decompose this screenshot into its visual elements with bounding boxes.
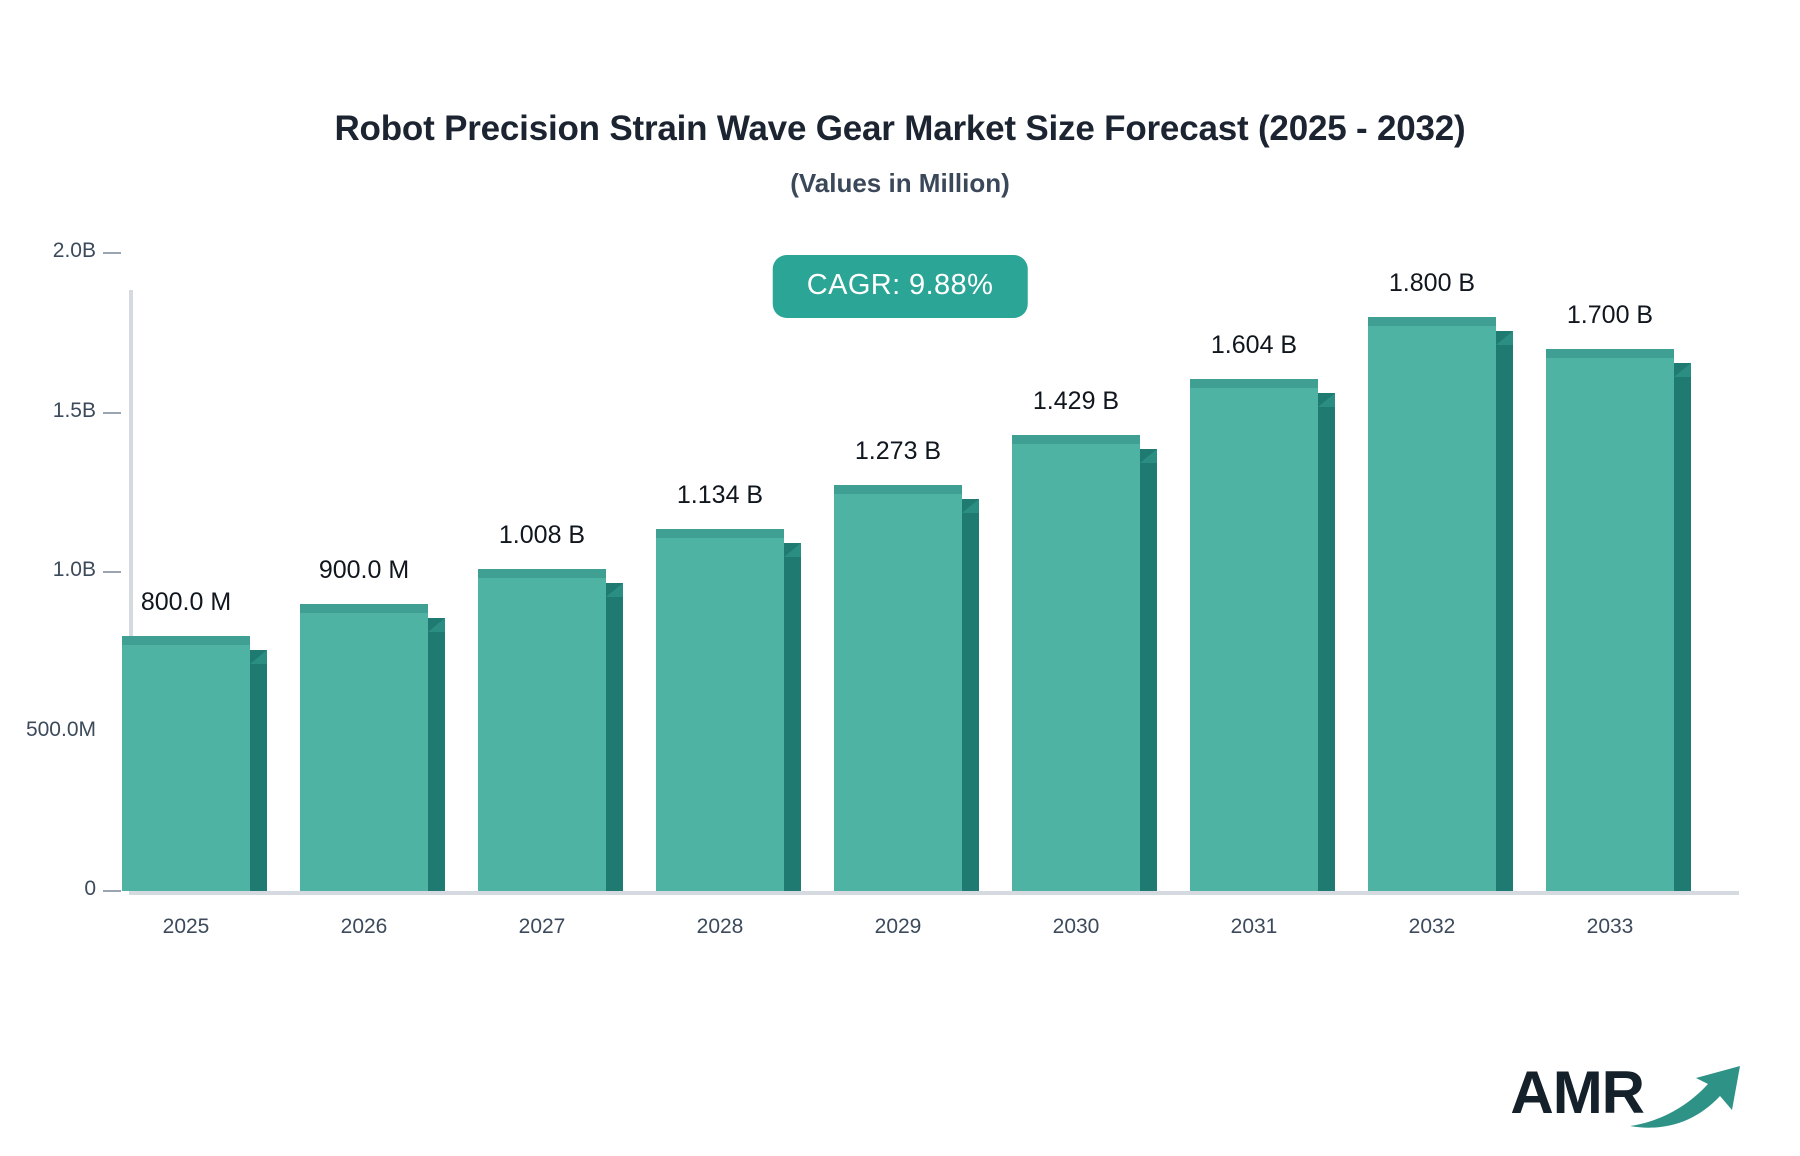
bar-side-shadow <box>1140 449 1157 891</box>
bar-top-face <box>656 529 784 539</box>
bar-value-label: 900.0 M <box>318 555 410 584</box>
bar-side-shadow <box>428 617 445 891</box>
growth-arrow-icon <box>1630 1066 1740 1128</box>
bar-top-face <box>1546 348 1674 358</box>
bar-side-shadow <box>1318 393 1335 891</box>
bar-top-face <box>834 484 962 494</box>
bar-face <box>656 529 784 891</box>
bar-face <box>1368 316 1496 891</box>
bar-side-shadow <box>606 583 623 891</box>
bar-top-face <box>300 603 428 613</box>
y-axis-tick <box>103 252 121 254</box>
bar-value-label: 1.008 B <box>498 521 586 550</box>
bar-value-label: 800.0 M <box>140 587 232 616</box>
bar-face <box>122 635 250 891</box>
bar-face <box>300 603 428 891</box>
y-axis-line <box>129 290 133 891</box>
y-axis-label: 1.5B <box>52 398 96 422</box>
bar-2029[interactable] <box>834 484 979 891</box>
bar-side-shadow <box>784 543 801 891</box>
x-axis-label-2030: 2030 <box>1052 915 1100 938</box>
bar-2031[interactable] <box>1190 379 1335 891</box>
bar-face <box>1190 379 1318 891</box>
bar-2027[interactable] <box>478 569 623 891</box>
y-axis-label: 1.0B <box>52 558 96 581</box>
amr-logo-text: AMR <box>1510 1059 1645 1126</box>
bar-2025[interactable] <box>122 635 267 891</box>
x-axis-label-2029: 2029 <box>874 915 922 938</box>
bar-2026[interactable] <box>300 603 445 891</box>
chart-subtitle: (Values in Million) <box>790 167 1010 198</box>
bar-top-face <box>478 569 606 579</box>
y-axis-label: 0 <box>84 877 96 900</box>
bar-top-face <box>1190 379 1318 389</box>
y-axis-tick <box>103 411 121 414</box>
y-axis-label: 500.0M <box>25 717 96 741</box>
bar-value-label: 1.134 B <box>676 481 764 510</box>
bar-value-label: 1.800 B <box>1388 268 1476 297</box>
y-axis-label: 2.0B <box>52 239 96 262</box>
bar-top-face <box>1012 435 1140 445</box>
bar-value-label: 1.700 B <box>1566 300 1654 329</box>
bar-2028[interactable] <box>656 529 801 891</box>
cagr-badge: CAGR: 9.88% <box>772 255 1028 318</box>
bar-face <box>834 484 962 891</box>
x-axis-label-2028: 2028 <box>696 915 744 938</box>
title-block: Robot Precision Strain Wave Gear Market … <box>0 109 1800 199</box>
x-axis-label-2025: 2025 <box>162 915 210 938</box>
bar-2030[interactable] <box>1012 435 1157 891</box>
bar-side-shadow <box>250 649 267 891</box>
x-axis-label-2032: 2032 <box>1408 915 1456 938</box>
bar-face <box>1012 435 1140 891</box>
y-axis-tick <box>103 890 121 892</box>
bar-value-label: 1.273 B <box>854 436 942 465</box>
bar-side-shadow <box>1496 330 1513 891</box>
bar-2032[interactable] <box>1368 316 1513 891</box>
bar-face <box>478 569 606 891</box>
page-title: Robot Precision Strain Wave Gear Market … <box>334 109 1466 148</box>
y-axis-tick <box>103 571 121 573</box>
bar-side-shadow <box>1674 362 1691 891</box>
bar-side-shadow <box>962 498 979 891</box>
x-axis-label-2026: 2026 <box>340 915 388 938</box>
bar-value-label: 1.429 B <box>1032 387 1120 416</box>
x-axis-label-2033: 2033 <box>1586 915 1634 938</box>
bar-face <box>1546 348 1674 891</box>
bar-value-label: 1.604 B <box>1210 331 1298 360</box>
x-axis-label-2031: 2031 <box>1230 915 1278 938</box>
x-axis-line <box>129 891 1739 895</box>
bar-top-face <box>1368 316 1496 326</box>
amr-logo: AMR <box>1510 1059 1748 1128</box>
bar-top-face <box>122 635 250 645</box>
bar-2033[interactable] <box>1546 348 1691 891</box>
x-axis-label-2027: 2027 <box>518 915 566 938</box>
